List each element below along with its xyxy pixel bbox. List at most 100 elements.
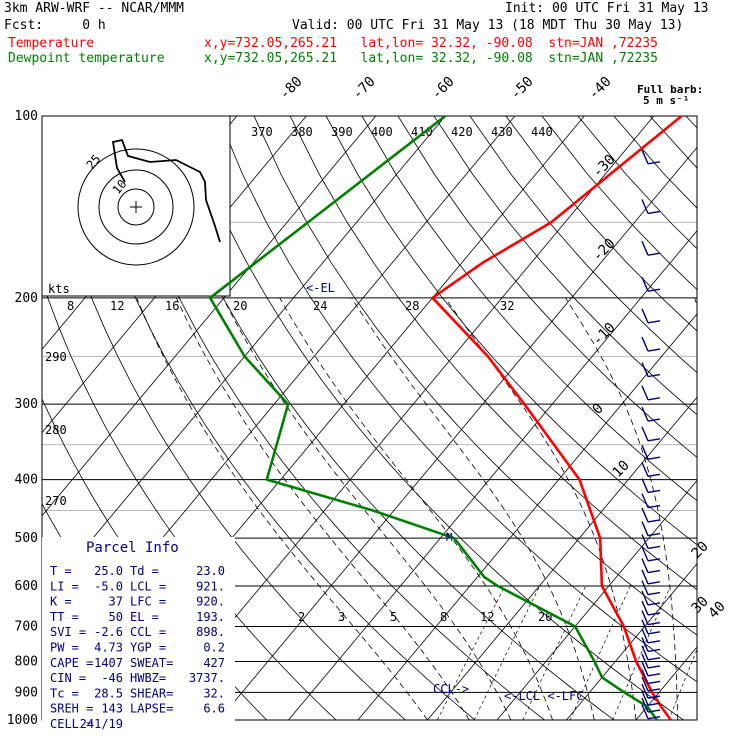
moist-adiabat <box>222 297 512 720</box>
wind-barb-staff <box>647 648 661 653</box>
wind-barb-staff <box>647 612 661 616</box>
wind-barb-flag <box>641 600 649 616</box>
wind-barb-flag <box>641 619 649 635</box>
temperature-legend: Temperature <box>8 36 95 51</box>
dry-adiabat <box>649 116 697 169</box>
parcel-value: 898. <box>196 625 225 639</box>
wind-barb-staff <box>647 210 661 215</box>
dry-adiabat <box>361 116 697 502</box>
wind-barb-flag <box>641 521 649 536</box>
parcel-value: 0.2 <box>203 641 225 655</box>
wind-barb-flag <box>641 697 649 713</box>
wind-barb-staff <box>647 418 661 422</box>
dry-adiabat <box>722 116 740 720</box>
isotherm-tick-label: -20 <box>590 236 619 265</box>
mixing-ratio-line <box>473 585 541 720</box>
parcel-key: LAPSE= <box>130 702 173 716</box>
wind-barb-staff <box>647 320 661 324</box>
wind-barb-staff <box>647 640 661 644</box>
el-marker: <-EL <box>306 281 335 295</box>
parcel-value: 50 <box>109 610 123 624</box>
hodograph-ring <box>77 148 195 266</box>
parcel-value: 32. <box>203 686 225 700</box>
parcel-value: 37 <box>109 595 123 609</box>
dry-adiabat <box>469 116 697 374</box>
plot-frame <box>41 115 698 721</box>
parcel-key: LI = <box>50 579 79 593</box>
wind-barb-staff <box>647 631 661 635</box>
dry-adiabat <box>42 131 406 720</box>
isotherm-tick-label: 20 <box>689 539 712 562</box>
wind-barb-flag <box>641 308 649 324</box>
wind-barb-staff <box>647 545 661 550</box>
isotherm-tick-label: -60 <box>429 74 458 103</box>
parcel-value: 3737. <box>189 671 225 685</box>
wind-barb-flag <box>641 507 649 523</box>
dry-adiabat-label: 280 <box>45 423 67 437</box>
parcel-key: CELL = <box>50 717 93 731</box>
parcel-info-title: Parcel Info <box>86 540 179 556</box>
wind-barb-flag <box>641 580 649 595</box>
wind-barb-staff <box>647 695 661 699</box>
wind-barb-flag <box>641 149 649 165</box>
parcel-key: TT = <box>50 610 79 624</box>
wind-barb-staff <box>647 473 661 478</box>
wind-barb-staff <box>647 519 661 523</box>
mixing-ratio-label: 3 <box>338 610 345 624</box>
pressure-tick-label: 1000 <box>7 713 38 728</box>
wind-barb-flag <box>641 240 649 256</box>
dry-adiabat-label: 290 <box>45 350 67 364</box>
parcel-value: 241/19 <box>80 717 123 731</box>
theta-e-label: 430 <box>491 125 513 139</box>
parcel-info-bg <box>42 537 235 724</box>
wind-barb-staff <box>647 348 661 352</box>
mixing-ratio-label: 12 <box>480 610 494 624</box>
wind-barb-staff <box>647 673 661 677</box>
wind-barb-staff <box>647 397 661 401</box>
wind-barb-flag <box>641 336 649 352</box>
wind-barbs <box>641 149 661 720</box>
parcel-key: SWEAT= <box>130 656 173 670</box>
hodograph-kts-label: kts <box>48 282 70 296</box>
wind-barb-staff <box>647 680 661 685</box>
temperature-station-info: x,y=732.05,265.21 lat,lon= 32.32, -90.08… <box>204 36 658 51</box>
valid-time: Valid: 00 UTC Fri 31 May 13 (18 MDT Thu … <box>292 18 684 33</box>
parcel-value: -5.0 <box>94 579 123 593</box>
hodograph-speed-label: 16 <box>165 299 179 313</box>
wind-barb-flag <box>641 690 649 706</box>
mixing-ratio-line <box>437 585 506 720</box>
moist-adiabat <box>175 297 470 720</box>
wind-barb-flag <box>641 610 649 625</box>
dry-adiabat <box>217 116 697 683</box>
isotherm-line <box>288 230 697 720</box>
parcel-value: 23.0 <box>196 564 225 578</box>
pressure-tick-label: 100 <box>15 109 38 124</box>
wind-barb-flag <box>641 569 649 585</box>
parcel-key: Tc = <box>50 686 79 700</box>
parcel-key: SVI = <box>50 625 86 639</box>
isotherm-tick-label: 10 <box>610 458 633 481</box>
dry-adiabat <box>325 116 697 546</box>
wind-barb-staff <box>647 688 661 692</box>
isotherm-tick-label: -40 <box>586 74 615 103</box>
mixing-ratio-label: 5 <box>390 610 397 624</box>
parcel-value: 1407 <box>94 656 123 670</box>
hodograph-speed-label: 24 <box>313 299 327 313</box>
isotherm-tick-label: -80 <box>277 74 306 103</box>
dry-adiabat <box>577 116 697 250</box>
wind-barb-flag <box>641 462 649 477</box>
isotherm-line <box>427 396 697 720</box>
wind-barb-staff <box>647 715 661 720</box>
isotherm-line <box>706 116 740 720</box>
wind-barb-staff <box>647 532 661 537</box>
hodograph-ring <box>117 188 155 226</box>
dry-adiabat <box>181 116 684 720</box>
parcel-value: 6.6 <box>203 702 225 716</box>
wind-barb-flag <box>641 534 649 549</box>
isotherm-line <box>42 116 446 600</box>
parcel-key: CAPE = <box>50 656 93 670</box>
pressure-tick-label: 500 <box>15 531 38 546</box>
parcel-value: 25.0 <box>94 564 123 578</box>
wind-barb-flag <box>641 637 649 652</box>
m-marker: M <box>446 531 453 544</box>
